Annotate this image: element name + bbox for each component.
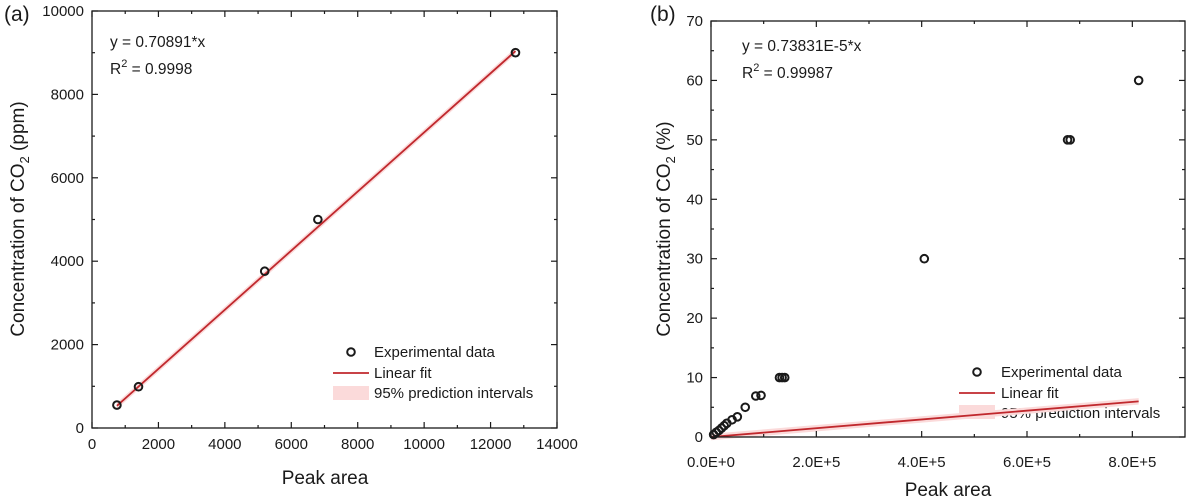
legend-a: Experimental data Linear fit 95% predict… xyxy=(333,344,533,402)
x-tick-label-b: 8.0E+5 xyxy=(1108,454,1156,471)
data-point-b xyxy=(1065,135,1075,145)
y-axis-label-a-unit: (ppm) xyxy=(8,101,29,156)
y-tick-label-a: 8000 xyxy=(51,86,84,103)
x-tick-label-b: 6.0E+5 xyxy=(1003,454,1051,471)
r-squared-value-a: = 0.9998 xyxy=(127,61,192,78)
y-tick-label-a: 10000 xyxy=(42,3,84,20)
chart-panel-a: (a) y = 0.70891*x R2 = 0.9998 Peak area … xyxy=(4,3,578,489)
x-tick-label-a: 8000 xyxy=(341,436,374,453)
y-axis-label-a-main: Concentration of CO xyxy=(8,163,29,336)
x-tick-label-a: 0 xyxy=(88,436,96,453)
data-point-b xyxy=(756,390,766,401)
r-squared-a: R2 = 0.9998 xyxy=(110,58,192,78)
y-tick-label-a: 4000 xyxy=(51,253,84,270)
y-tick-label-a: 0 xyxy=(76,420,84,437)
y-axis-label-b-main: Concentration of CO xyxy=(654,163,675,336)
y-axis-label-b-sub: 2 xyxy=(663,156,678,163)
legend-swatch-band-a xyxy=(333,386,369,400)
legend-label-experimental-b: Experimental data xyxy=(1001,364,1123,381)
panel-label-b: (b) xyxy=(650,3,676,26)
r-squared-value-b: = 0.99987 xyxy=(759,65,833,82)
x-tick-label-b: 2.0E+5 xyxy=(792,454,840,471)
y-tick-label-b: 0 xyxy=(695,429,703,446)
y-axis-label-a: Concentration of CO2 (ppm) xyxy=(8,101,32,336)
legend-label-experimental-a: Experimental data xyxy=(374,344,496,361)
fit-equation-a: y = 0.70891*x xyxy=(110,34,205,51)
y-axis-label-b-unit: (%) xyxy=(654,121,675,156)
data-point-b xyxy=(732,411,743,422)
data-point-b xyxy=(740,402,751,413)
x-tick-label-b: 0.0E+0 xyxy=(687,454,735,471)
x-tick-label-a: 4000 xyxy=(208,436,241,453)
x-axis-label-b: Peak area xyxy=(905,480,992,501)
y-tick-label-b: 60 xyxy=(686,72,703,89)
y-tick-label-a: 2000 xyxy=(51,337,84,354)
x-tick-label-a: 2000 xyxy=(142,436,175,453)
data-point-b xyxy=(750,391,761,401)
r-squared-sup-b: 2 xyxy=(753,62,759,74)
legend-label-band-a: 95% prediction intervals xyxy=(374,385,533,402)
data-point-b xyxy=(779,372,790,383)
legend-marker-experimental-a xyxy=(346,347,356,357)
y-tick-label-b: 30 xyxy=(686,251,703,268)
data-point-a xyxy=(112,400,122,410)
x-tick-label-b: 4.0E+5 xyxy=(898,454,946,471)
fit-equation-b: y = 0.73831E-5*x xyxy=(742,38,862,55)
r-squared-letter-a: R xyxy=(110,61,121,78)
x-tick-label-a: 12000 xyxy=(470,436,512,453)
data-point-b xyxy=(1133,75,1144,86)
y-axis-label-a-sub: 2 xyxy=(17,156,32,163)
data-point-a xyxy=(510,47,521,58)
chart-panel-b: (b) y = 0.73831E-5*x R2 = 0.99987 Peak a… xyxy=(650,3,1186,501)
data-point-b xyxy=(919,253,930,264)
legend-marker-experimental-b xyxy=(972,367,982,377)
y-tick-label-b: 10 xyxy=(686,370,703,387)
r-squared-sup-a: 2 xyxy=(121,58,127,70)
y-tick-label-b: 20 xyxy=(686,310,703,327)
x-tick-label-a: 14000 xyxy=(536,436,578,453)
r-squared-b: R2 = 0.99987 xyxy=(742,62,833,82)
y-tick-label-a: 6000 xyxy=(51,170,84,187)
y-tick-label-b: 50 xyxy=(686,132,703,149)
fit-line-a xyxy=(116,50,517,407)
data-point-a xyxy=(259,266,270,277)
r-squared-letter-b: R xyxy=(742,65,753,82)
fit-line-b xyxy=(710,400,1139,438)
legend-label-fit-a: Linear fit xyxy=(374,365,432,382)
y-axis-label-b: Concentration of CO2 (%) xyxy=(654,121,678,336)
x-tick-label-a: 6000 xyxy=(275,436,308,453)
legend-label-fit-b: Linear fit xyxy=(1001,385,1059,402)
x-tick-label-a: 10000 xyxy=(403,436,445,453)
data-point-a xyxy=(133,381,144,392)
y-tick-label-b: 70 xyxy=(686,13,703,30)
data-point-a xyxy=(313,214,323,225)
y-tick-label-b: 40 xyxy=(686,191,703,208)
panel-label-a: (a) xyxy=(4,3,30,26)
x-axis-label-a: Peak area xyxy=(282,468,369,489)
